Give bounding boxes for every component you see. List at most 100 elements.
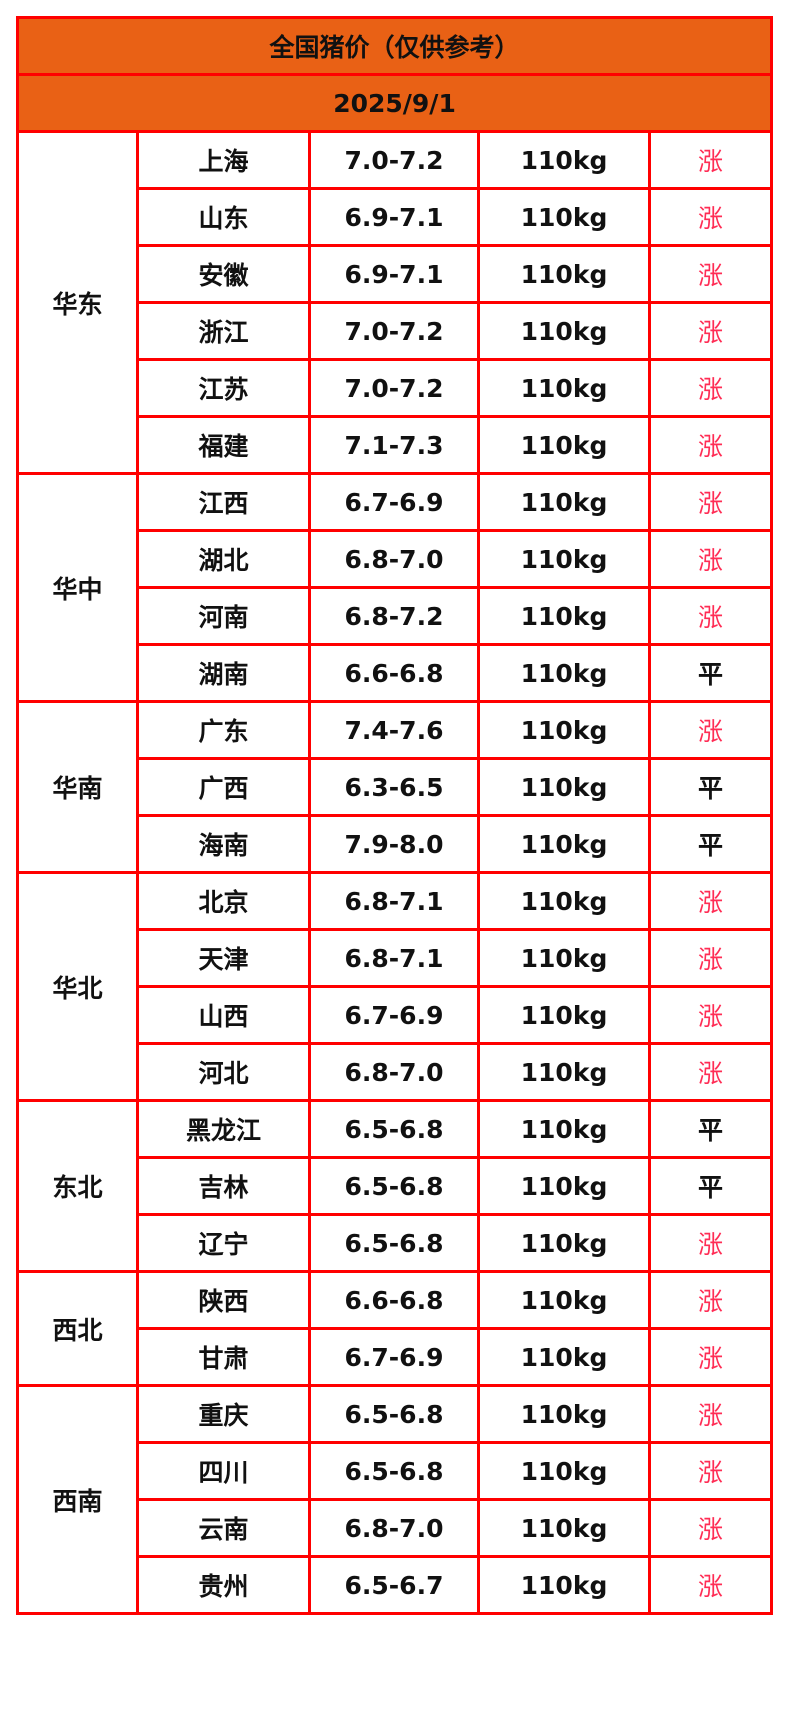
province-cell: 天津 <box>136 928 311 988</box>
trend-cell: 涨 <box>647 415 774 475</box>
province-cell: 江苏 <box>136 358 311 418</box>
province-cell: 重庆 <box>136 1384 311 1444</box>
price-cell: 6.5-6.8 <box>308 1213 480 1273</box>
trend-cell: 涨 <box>647 1555 774 1615</box>
trend-cell: 涨 <box>647 244 774 304</box>
weight-cell: 110kg <box>477 244 651 304</box>
weight-cell: 110kg <box>477 529 651 589</box>
trend-cell: 涨 <box>647 1498 774 1558</box>
region-cell: 华中 <box>16 472 139 703</box>
weight-cell: 110kg <box>477 928 651 988</box>
province-cell: 海南 <box>136 814 311 874</box>
weight-cell: 110kg <box>477 130 651 190</box>
price-cell: 6.9-7.1 <box>308 244 480 304</box>
weight-cell: 110kg <box>477 1042 651 1102</box>
province-cell: 广西 <box>136 757 311 817</box>
price-cell: 6.8-7.0 <box>308 529 480 589</box>
price-cell: 6.6-6.8 <box>308 1270 480 1330</box>
table-row: 吉林 6.5-6.8 110kg 平 <box>18 1156 774 1216</box>
table-row: 广西 6.3-6.5 110kg 平 <box>18 757 774 817</box>
province-cell: 四川 <box>136 1441 311 1501</box>
weight-cell: 110kg <box>477 1327 651 1387</box>
weight-cell: 110kg <box>477 1099 651 1159</box>
table-row: 贵州 6.5-6.7 110kg 涨 <box>18 1555 774 1615</box>
region-cell: 西南 <box>16 1384 139 1615</box>
price-cell: 7.0-7.2 <box>308 130 480 190</box>
price-cell: 6.7-6.9 <box>308 985 480 1045</box>
weight-cell: 110kg <box>477 1213 651 1273</box>
price-cell: 6.5-6.8 <box>308 1384 480 1444</box>
province-cell: 福建 <box>136 415 311 475</box>
province-cell: 河北 <box>136 1042 311 1102</box>
province-cell: 贵州 <box>136 1555 311 1615</box>
price-cell: 6.7-6.9 <box>308 472 480 532</box>
region-cell: 华北 <box>16 871 139 1102</box>
province-cell: 上海 <box>136 130 311 190</box>
price-cell: 7.4-7.6 <box>308 700 480 760</box>
price-cell: 6.6-6.8 <box>308 643 480 703</box>
province-cell: 河南 <box>136 586 311 646</box>
price-cell: 6.5-6.7 <box>308 1555 480 1615</box>
table-row: 云南 6.8-7.0 110kg 涨 <box>18 1498 774 1558</box>
price-cell: 6.5-6.8 <box>308 1441 480 1501</box>
weight-cell: 110kg <box>477 187 651 247</box>
table-row: 湖北 6.8-7.0 110kg 涨 <box>18 529 774 589</box>
region-cell: 东北 <box>16 1099 139 1273</box>
province-cell: 黑龙江 <box>136 1099 311 1159</box>
price-cell: 6.5-6.8 <box>308 1099 480 1159</box>
trend-cell: 涨 <box>647 1441 774 1501</box>
weight-cell: 110kg <box>477 358 651 418</box>
weight-cell: 110kg <box>477 700 651 760</box>
region-cell: 华东 <box>16 130 139 475</box>
weight-cell: 110kg <box>477 1441 651 1501</box>
table-row: 四川 6.5-6.8 110kg 涨 <box>18 1441 774 1501</box>
weight-cell: 110kg <box>477 757 651 817</box>
table-row: 东北 黑龙江 6.5-6.8 110kg 平 <box>16 1099 774 1273</box>
trend-cell: 涨 <box>647 130 774 190</box>
pig-price-table: 全国猪价（仅供参考） 2025/9/1 华东 上海 7.0-7.2 110kg 涨山东 6… <box>15 16 774 1615</box>
province-cell: 甘肃 <box>136 1327 311 1387</box>
weight-cell: 110kg <box>477 643 651 703</box>
trend-cell: 平 <box>647 814 774 874</box>
table-row: 甘肃 6.7-6.9 110kg 涨 <box>18 1327 774 1387</box>
trend-cell: 平 <box>647 757 774 817</box>
price-cell: 6.8-7.0 <box>308 1042 480 1102</box>
price-cell: 6.8-7.1 <box>308 871 480 931</box>
trend-cell: 涨 <box>647 1213 774 1273</box>
province-cell: 浙江 <box>136 301 311 361</box>
price-cell: 6.7-6.9 <box>308 1327 480 1387</box>
table-row: 华中 江西 6.7-6.9 110kg 涨 <box>16 472 774 703</box>
table-row: 福建 7.1-7.3 110kg 涨 <box>18 415 774 475</box>
price-cell: 6.9-7.1 <box>308 187 480 247</box>
weight-cell: 110kg <box>477 1555 651 1615</box>
weight-cell: 110kg <box>477 1270 651 1330</box>
weight-cell: 110kg <box>477 1498 651 1558</box>
weight-cell: 110kg <box>477 586 651 646</box>
price-cell: 6.3-6.5 <box>308 757 480 817</box>
weight-cell: 110kg <box>477 1156 651 1216</box>
table-title: 全国猪价（仅供参考） <box>15 16 774 76</box>
province-cell: 辽宁 <box>136 1213 311 1273</box>
trend-cell: 涨 <box>647 871 774 931</box>
province-cell: 北京 <box>136 871 311 931</box>
province-cell: 云南 <box>136 1498 311 1558</box>
weight-cell: 110kg <box>477 871 651 931</box>
table-row: 华北 北京 6.8-7.1 110kg 涨 <box>16 871 774 1102</box>
province-cell: 陕西 <box>136 1270 311 1330</box>
trend-cell: 涨 <box>647 301 774 361</box>
trend-cell: 平 <box>647 1099 774 1159</box>
weight-cell: 110kg <box>477 472 651 532</box>
trend-cell: 涨 <box>647 529 774 589</box>
table-row: 华南 广东 7.4-7.6 110kg 涨 <box>16 700 774 874</box>
trend-cell: 涨 <box>647 928 774 988</box>
table-row: 山东 6.9-7.1 110kg 涨 <box>18 187 774 247</box>
price-cell: 7.9-8.0 <box>308 814 480 874</box>
table-row: 河北 6.8-7.0 110kg 涨 <box>18 1042 774 1102</box>
table-row: 湖南 6.6-6.8 110kg 平 <box>18 643 774 703</box>
weight-cell: 110kg <box>477 1384 651 1444</box>
table-row: 浙江 7.0-7.2 110kg 涨 <box>18 301 774 361</box>
trend-cell: 涨 <box>647 1384 774 1444</box>
trend-cell: 涨 <box>647 1327 774 1387</box>
table-row: 海南 7.9-8.0 110kg 平 <box>18 814 774 874</box>
price-cell: 6.8-7.2 <box>308 586 480 646</box>
